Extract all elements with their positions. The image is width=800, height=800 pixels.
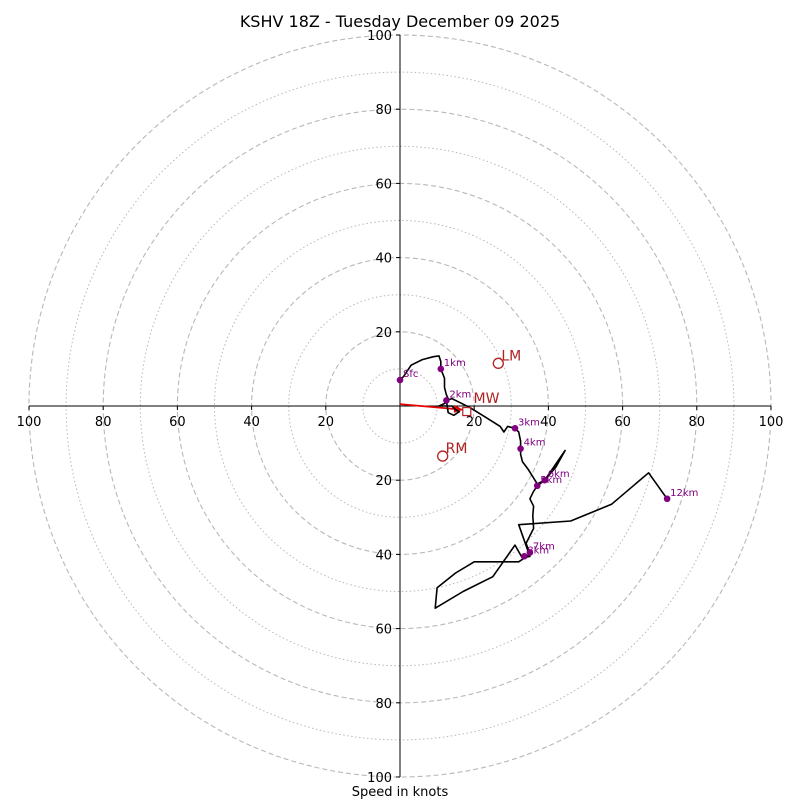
height-marker-label: 12km (670, 488, 698, 499)
shear-vector-line (399, 403, 464, 411)
axes (29, 35, 771, 777)
hodograph-trace-layer (399, 355, 668, 610)
height-marker-label: 3km (518, 417, 540, 428)
x-tick-label: 60 (169, 415, 186, 430)
y-tick-label: 60 (375, 623, 392, 638)
y-tick-label: 40 (375, 252, 392, 267)
height-marker-dot (526, 549, 534, 556)
hodograph-trace (399, 355, 668, 610)
x-tick-label: 40 (540, 415, 557, 430)
height-marker-label: 4km (524, 438, 546, 449)
storm-motion-markers: LM RM MW (437, 348, 521, 462)
x-tick-label: 100 (17, 415, 42, 430)
x-tick-label: 20 (318, 415, 335, 430)
shear-vector-arrowhead (453, 404, 464, 413)
y-tick-label: 80 (375, 103, 392, 118)
tick-labels: 100 80 60 40 20 20 40 60 80 100 100 80 60 40 20 20 40 60 8… (17, 29, 784, 786)
storm-motion-label: LM (501, 348, 521, 364)
height-marker-dot (541, 476, 548, 484)
y-tick-label: 80 (375, 697, 392, 712)
y-tick-label: 100 (367, 29, 392, 44)
height-marker-dot (511, 424, 519, 432)
storm-motion-label: RM (446, 441, 468, 457)
height-marker-dot (663, 495, 671, 503)
chart-title: KSHV 18Z - Tuesday December 09 2025 (240, 12, 560, 31)
height-marker-label: Sfc (403, 369, 418, 380)
height-marker-label: 8km (527, 545, 549, 556)
height-marker-label: 2km (449, 389, 471, 400)
height-marker-dot (520, 552, 528, 560)
height-marker-label: 6km (548, 469, 570, 480)
height-marker-dot (533, 482, 541, 490)
height-marker-label: 1km (444, 358, 466, 369)
x-tick-label: 80 (689, 415, 706, 430)
x-tick-label: 100 (759, 415, 784, 430)
storm-motion-circle (437, 450, 449, 462)
height-marker-label: 5km (540, 475, 562, 486)
height-marker-dot (396, 376, 404, 384)
storm-motion-circle (492, 357, 504, 369)
y-tick-label: 20 (375, 326, 392, 341)
height-marker-dot (443, 397, 450, 404)
storm-motion-square (462, 406, 472, 417)
height-marker-dot (437, 365, 445, 373)
storm-motion-label: MW (473, 391, 499, 407)
x-tick-label: 20 (466, 415, 483, 430)
x-axis-label: Speed in knots (352, 785, 449, 800)
x-tick-label: 60 (614, 415, 631, 430)
x-tick-label: 40 (243, 415, 260, 430)
y-tick-label: 40 (375, 548, 392, 563)
height-marker-label: 7km (533, 542, 555, 553)
y-tick-label: 20 (375, 474, 392, 489)
height-marker-dot (517, 445, 524, 452)
x-tick-label: 80 (95, 415, 112, 430)
shear-vector-layer (399, 403, 464, 413)
y-tick-label: 60 (375, 177, 392, 192)
y-tick-label: 100 (367, 771, 392, 786)
